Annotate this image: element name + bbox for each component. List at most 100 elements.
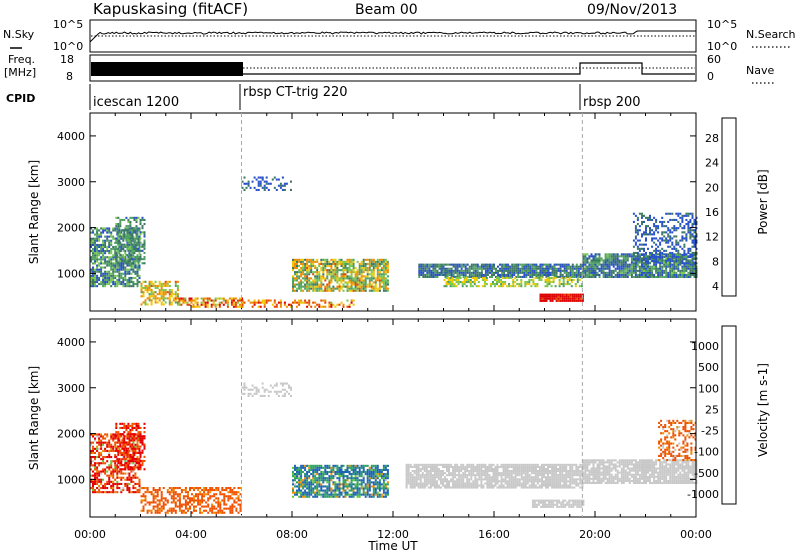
heatmap-cell <box>197 497 200 500</box>
heatmap-cell <box>132 285 135 288</box>
heatmap-cell <box>92 248 94 251</box>
heatmap-cell <box>308 483 311 486</box>
heatmap-cell <box>638 259 641 262</box>
heatmap-cell <box>115 247 118 250</box>
heatmap-cell <box>257 180 260 183</box>
heatmap-cell <box>324 277 327 280</box>
heatmap-cell <box>96 491 99 494</box>
heatmap-cell <box>677 241 680 244</box>
heatmap-cell <box>98 435 101 438</box>
heatmap-cell <box>657 261 660 264</box>
heatmap-cell <box>106 445 109 448</box>
heatmap-cell <box>265 299 268 302</box>
heatmap-cell <box>184 495 187 498</box>
heatmap-cell <box>476 263 479 266</box>
heatmap-cell <box>308 260 311 263</box>
heatmap-cell <box>610 269 613 272</box>
heatmap-cell <box>186 301 189 304</box>
heatmap-cell <box>96 472 99 475</box>
heatmap-cell <box>300 470 303 473</box>
heatmap-cell <box>634 241 637 244</box>
heatmap-cell <box>312 477 315 480</box>
heatmap-cell <box>624 275 627 278</box>
heatmap-cell <box>300 267 303 270</box>
heatmap-cell <box>142 507 145 510</box>
heatmap-cell <box>624 255 627 258</box>
heatmap-cell <box>126 245 129 248</box>
heatmap-cell <box>322 477 325 480</box>
heatmap-cell <box>645 273 647 276</box>
heatmap-cell <box>647 275 649 278</box>
heatmap-cell <box>655 218 658 221</box>
heatmap-cell <box>90 468 92 471</box>
heatmap-cell <box>115 260 118 263</box>
heatmap-cell <box>667 241 670 244</box>
heatmap-cell <box>626 275 629 278</box>
heatmap-cell <box>162 284 165 287</box>
heatmap-cell <box>326 466 329 469</box>
heatmap-cell <box>604 253 607 256</box>
heatmap-cell <box>565 295 568 298</box>
heatmap-cell <box>126 243 129 246</box>
heatmap-cell <box>374 281 377 284</box>
heatmap-cell <box>604 261 607 264</box>
heatmap-cell <box>517 273 520 276</box>
heatmap-cell <box>104 270 107 273</box>
heatmap-cell <box>342 283 345 286</box>
heatmap-cell <box>229 511 232 514</box>
heatmap-cell <box>302 464 305 467</box>
heatmap-cell <box>90 245 92 248</box>
heatmap-cell <box>193 501 195 504</box>
heatmap-cell <box>102 484 105 487</box>
heatmap-cell <box>364 279 367 282</box>
heatmap-cell <box>126 281 129 284</box>
heatmap-cell <box>326 481 329 484</box>
heatmap-cell <box>638 273 641 276</box>
heatmap-cell <box>136 278 139 281</box>
heatmap-cell <box>140 501 143 504</box>
heatmap-cell <box>428 269 431 272</box>
heatmap-cell <box>324 260 327 263</box>
heatmap-cell <box>142 509 145 512</box>
heatmap-cell <box>468 265 471 268</box>
heatmap-cell <box>106 276 109 279</box>
heatmap-cell <box>480 265 483 268</box>
heatmap-cell <box>310 487 313 490</box>
heatmap-cell <box>133 247 136 250</box>
heatmap-cell <box>143 447 146 450</box>
heatmap-cell <box>304 481 307 484</box>
heatmap-cell <box>685 255 688 258</box>
heatmap-cell <box>332 470 335 473</box>
heatmap-cell <box>356 273 359 276</box>
heatmap-cell <box>332 489 335 492</box>
heatmap-cell <box>328 269 331 272</box>
heatmap-cell <box>135 220 138 223</box>
heatmap-cell <box>237 487 240 490</box>
heatmap-cell <box>235 497 238 500</box>
heatmap-cell <box>362 269 365 272</box>
heatmap-cell <box>292 481 294 484</box>
heatmap-cell <box>239 487 242 490</box>
heatmap-cell <box>154 295 157 298</box>
heatmap-cell <box>129 435 132 438</box>
heatmap-cell <box>376 279 379 282</box>
heatmap-cell <box>90 241 92 244</box>
heatmap-cell <box>362 279 365 282</box>
heatmap-cell <box>350 289 353 292</box>
heatmap-cell <box>470 267 473 270</box>
heatmap-cell <box>158 503 161 506</box>
heatmap-cell <box>231 505 234 508</box>
heatmap-cell <box>298 466 301 469</box>
heatmap-cell <box>378 273 381 276</box>
heatmap-cell <box>232 297 235 300</box>
heatmap-cell <box>126 241 129 244</box>
heatmap-cell <box>141 443 144 446</box>
heatmap-cell <box>310 267 313 270</box>
heatmap-cell <box>620 253 623 256</box>
date-title: 09/Nov/2013 <box>587 2 677 18</box>
heatmap-cell <box>628 269 631 272</box>
heatmap-cell <box>342 479 345 482</box>
heatmap-cell <box>263 305 266 308</box>
heatmap-cell <box>553 297 556 300</box>
heatmap-cell <box>94 451 96 454</box>
